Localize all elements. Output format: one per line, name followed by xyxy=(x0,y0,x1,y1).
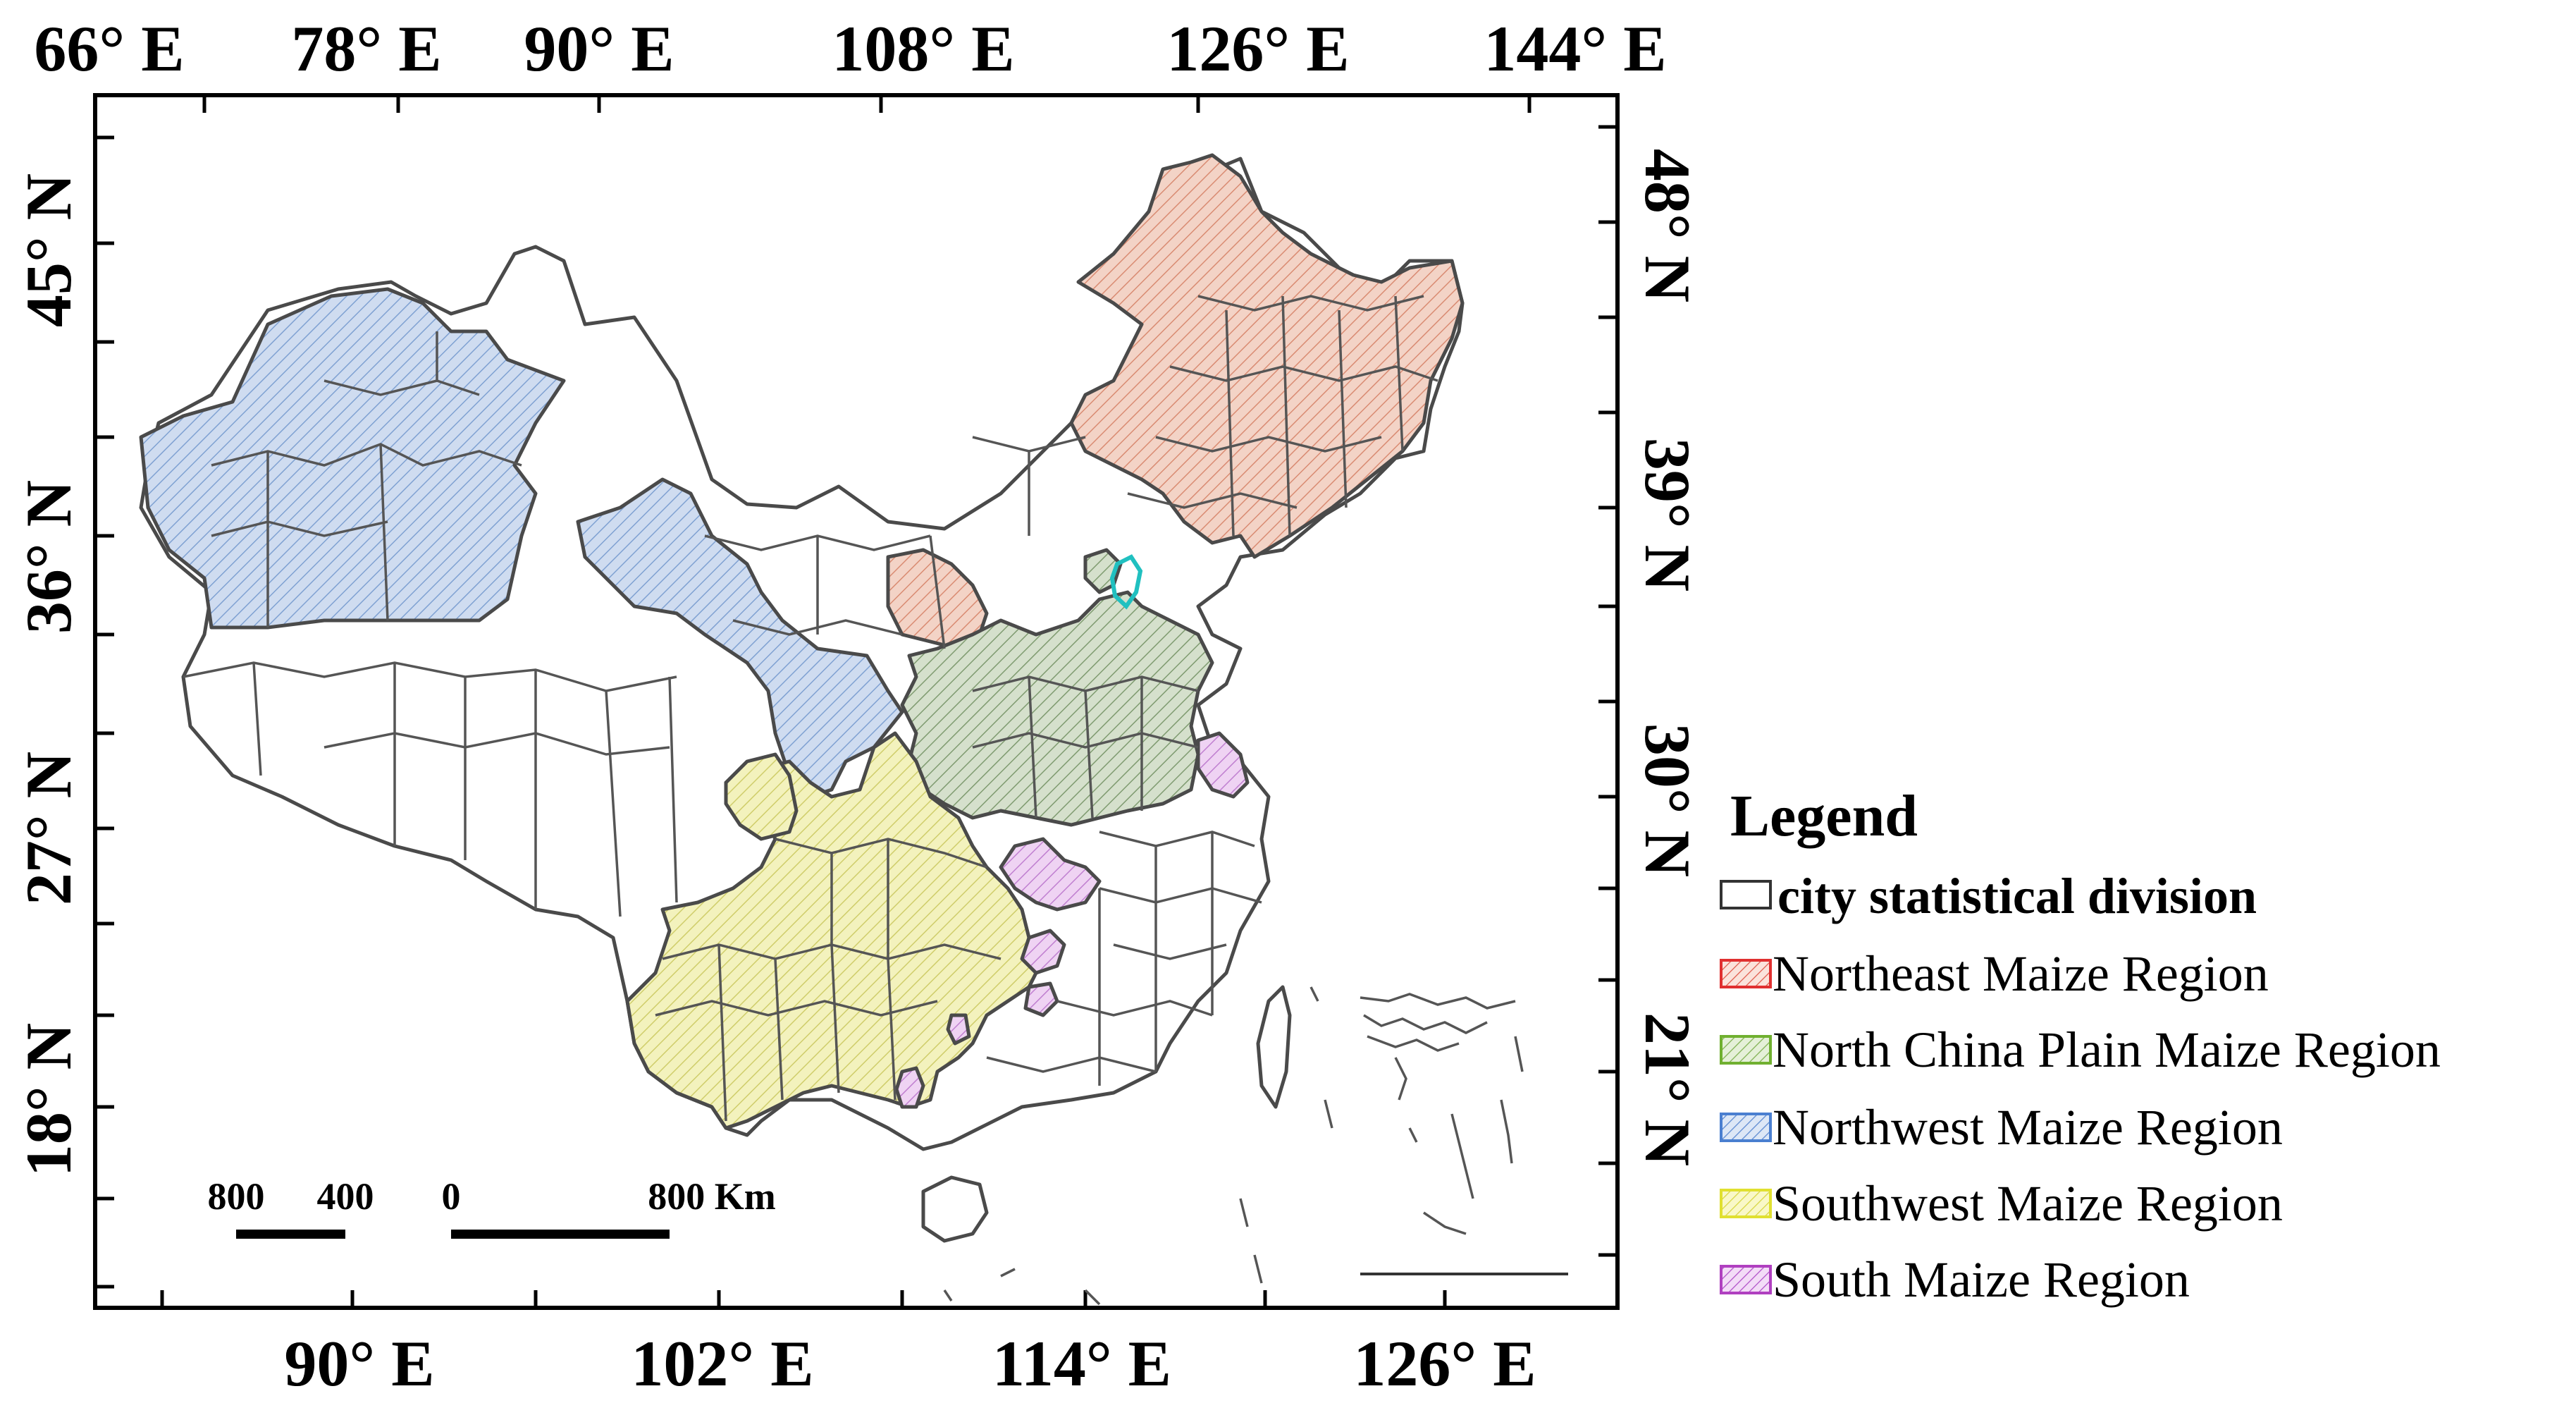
beijing-outline xyxy=(1109,554,1143,610)
right-axis-labels: 48° N 39° N 30° N 21° N xyxy=(1632,149,1703,1166)
hainan-island xyxy=(921,1175,989,1243)
legend-label-northwest: Northwest Maize Region xyxy=(1773,1099,2283,1156)
scale-tick-0: 0 xyxy=(442,1175,461,1218)
bottom-label-1: 90° E xyxy=(284,1328,434,1399)
region-south-6 xyxy=(946,1013,971,1046)
left-label-3: 27° N xyxy=(13,752,85,905)
scale-segment-right xyxy=(451,1230,670,1239)
island-dashes xyxy=(943,986,1333,1306)
legend: Legend city statistical division Northea… xyxy=(1720,783,2441,1308)
top-label-2: 78° E xyxy=(291,13,441,85)
legend-label-northeast: Northeast Maize Region xyxy=(1773,945,2269,1002)
legend-label-division: city statistical division xyxy=(1777,868,2257,924)
left-label-2: 36° N xyxy=(13,480,85,634)
south-china-sea-inset xyxy=(1360,993,1568,1275)
legend-title: Legend xyxy=(1730,783,1918,849)
region-south-5 xyxy=(894,1066,925,1109)
taiwan-island xyxy=(1256,985,1292,1109)
right-label-1: 48° N xyxy=(1632,149,1703,302)
left-label-4: 18° N xyxy=(13,1023,85,1177)
top-label-3: 90° E xyxy=(524,13,674,85)
right-label-2: 39° N xyxy=(1632,438,1703,592)
region-south-1 xyxy=(999,837,1102,912)
left-label-1: 45° N xyxy=(13,173,85,327)
scale-bar: 800 400 0 800 Km xyxy=(208,1175,776,1239)
top-axis-labels: 66° E 78° E 90° E 108° E 126° E 144° E xyxy=(34,13,1666,85)
top-label-6: 144° E xyxy=(1484,13,1666,85)
right-label-4: 21° N xyxy=(1632,1012,1703,1166)
bottom-axis-labels: 90° E 102° E 114° E 126° E xyxy=(284,1328,1536,1399)
region-southwest xyxy=(625,731,1045,1130)
top-label-1: 66° E xyxy=(34,13,184,85)
region-south-4 xyxy=(1023,981,1059,1017)
region-northwest-2 xyxy=(576,477,904,799)
map-body xyxy=(139,153,1568,1306)
frame-ticks xyxy=(95,95,1617,1308)
division-lines xyxy=(183,295,1438,1122)
scale-tick-800-left: 800 xyxy=(208,1175,265,1218)
top-label-4: 108° E xyxy=(832,13,1014,85)
scale-segment-left xyxy=(236,1230,345,1239)
legend-swatch-north-china-plain xyxy=(1720,1035,1772,1065)
legend-swatch-division xyxy=(1720,880,1772,909)
region-southwest-2 xyxy=(724,752,799,841)
bottom-label-4: 126° E xyxy=(1353,1328,1536,1399)
bottom-label-3: 114° E xyxy=(992,1328,1171,1399)
legend-swatch-northeast xyxy=(1720,959,1772,988)
left-axis-labels: 45° N 36° N 27° N 18° N xyxy=(13,173,85,1177)
region-south-3 xyxy=(1020,929,1066,975)
legend-label-southwest: Southwest Maize Region xyxy=(1773,1175,2283,1232)
scale-tick-800-km: 800 Km xyxy=(648,1175,776,1218)
region-northwest xyxy=(139,287,566,630)
legend-swatch-south xyxy=(1720,1265,1772,1294)
top-label-5: 126° E xyxy=(1166,13,1349,85)
region-south-2 xyxy=(1196,731,1250,799)
legend-label-north-china-plain: North China Plain Maize Region xyxy=(1773,1022,2441,1078)
legend-swatch-northwest xyxy=(1720,1113,1772,1142)
legend-label-south: South Maize Region xyxy=(1773,1251,2190,1308)
bottom-label-2: 102° E xyxy=(631,1328,813,1399)
scale-tick-400: 400 xyxy=(317,1175,374,1218)
right-label-3: 30° N xyxy=(1632,723,1703,877)
legend-swatch-southwest xyxy=(1720,1189,1772,1218)
